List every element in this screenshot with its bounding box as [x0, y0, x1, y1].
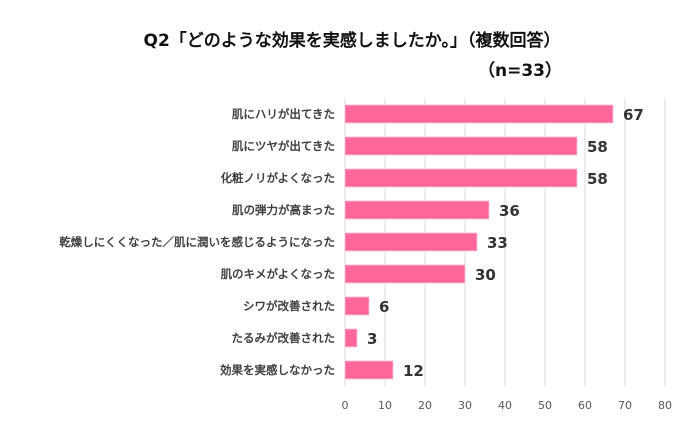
category-label: 化粧ノリがよくなった [221, 171, 335, 185]
bar [344, 104, 614, 124]
bar [344, 168, 578, 188]
category-label: 肌にツヤが出てきた [232, 139, 335, 153]
data-label: 33 [487, 234, 508, 252]
x-tick-label: 20 [418, 399, 432, 412]
data-label: 6 [379, 298, 389, 316]
bar [344, 328, 358, 348]
bar [344, 136, 578, 156]
data-label: 36 [499, 202, 520, 220]
data-label: 30 [475, 266, 496, 284]
category-label: 乾燥しにくくなった／肌に潤いを感じるようになった [59, 235, 335, 249]
x-tick-label: 40 [498, 399, 512, 412]
x-tick-label: 80 [658, 399, 672, 412]
x-tick-label: 70 [618, 399, 632, 412]
bar [344, 360, 394, 380]
bar [344, 296, 370, 316]
category-label: シワが改善された [243, 299, 335, 313]
chart-title: Q2「どのような効果を実感しましたか。」（複数回答） [144, 30, 561, 51]
x-tick-label: 30 [458, 399, 472, 412]
x-tick-label: 50 [538, 399, 552, 412]
category-label: 肌の弾力が高まった [232, 203, 335, 217]
chart-subtitle: （n=33） [478, 60, 562, 81]
data-label: 3 [367, 330, 377, 348]
data-label: 58 [587, 138, 608, 156]
category-label: 肌のキメがよくなった [221, 267, 335, 281]
data-label: 67 [623, 106, 644, 124]
bar [344, 200, 490, 220]
bar [344, 264, 466, 284]
data-label: 12 [403, 362, 424, 380]
data-label: 58 [587, 170, 608, 188]
category-label: 効果を実感しなかった [220, 363, 335, 377]
x-tick-label: 10 [378, 399, 392, 412]
category-label: たるみが改善された [232, 331, 336, 345]
x-tick-label: 0 [342, 399, 349, 412]
category-label: 肌にハリが出てきた [232, 107, 335, 121]
x-tick-label: 60 [578, 399, 592, 412]
bar [344, 232, 478, 252]
